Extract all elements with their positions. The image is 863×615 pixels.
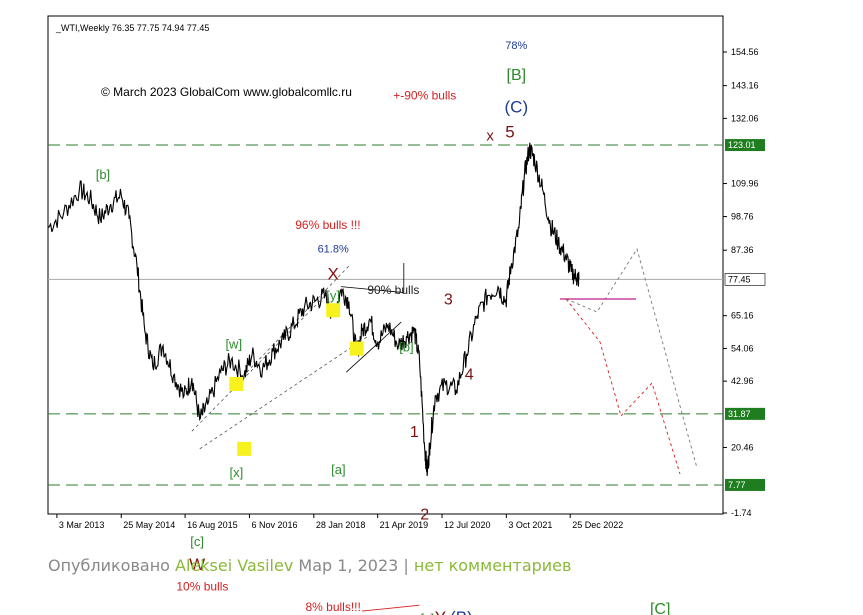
triangle-top-line: [340, 286, 404, 293]
post-caption: Опубликовано Aleksei Vasilev Мар 1, 2023…: [48, 556, 571, 575]
yellow-markers: [229, 303, 364, 456]
wave-label: [y]: [326, 288, 340, 303]
wave-label: x: [486, 128, 494, 145]
wave-label: W: [189, 555, 205, 574]
y-tick-label: 154.56: [731, 47, 759, 57]
y-tick-label: 42.96: [731, 376, 754, 386]
wave-label: Y: [435, 608, 446, 615]
caption-date: Мар 1, 2023 |: [293, 556, 414, 575]
wave-label: 96% bulls !!!: [295, 218, 360, 232]
current-price-label: 77.45: [728, 274, 751, 284]
horizontal-levels: [48, 144, 723, 486]
level-label-box: [725, 139, 765, 152]
x-tick-label: 12 Jul 2020: [444, 520, 491, 530]
price-label-box: [724, 273, 766, 286]
wave-label: [b]: [96, 167, 110, 182]
author-link[interactable]: Aleksei Vasilev: [175, 556, 294, 575]
channel-upper-line: [191, 295, 326, 432]
yellow-marker: [349, 341, 364, 356]
plot-frame: [47, 15, 724, 515]
level-label: 7.77: [728, 480, 746, 490]
x-tick-label: 3 Mar 2013: [59, 520, 105, 530]
wave-label: [b]: [399, 340, 413, 355]
wave-label: 4: [465, 367, 474, 384]
y-tick-label: 20.46: [731, 443, 754, 453]
wave-label: 8% bulls!!!: [305, 600, 360, 614]
wave-label: 5: [505, 123, 514, 142]
wave-label: 90% bulls: [367, 283, 419, 297]
y-axis-ticks: 154.56 143.16 132.06 109.96 98.76 87.36 65.16 5…: [723, 47, 766, 518]
projection-red: [565, 298, 681, 475]
x-tick-label: 25 Dec 2022: [572, 520, 623, 530]
wave-label: (C): [505, 98, 529, 117]
y-tick-label: 109.96: [731, 179, 759, 189]
caption-prefix: Опубликовано: [48, 556, 176, 575]
wave-label: 3: [444, 291, 453, 308]
wave-label: (B): [450, 608, 473, 615]
yellow-marker: [237, 441, 252, 456]
wave-annotations: [b] 78% [B] +-90% bulls (C) x 5 96% bulls !!! 61…: [96, 40, 671, 615]
y-tick-label: 132.06: [731, 113, 759, 123]
x-tick-label: 25 May 2014: [123, 520, 175, 530]
wave-label: X: [328, 264, 339, 283]
wave-label: [c]: [420, 611, 434, 615]
y-tick-label: 54.06: [731, 343, 754, 353]
wave-label: [w]: [225, 337, 242, 352]
x-tick-label: 28 Jan 2018: [316, 520, 366, 530]
y-tick-label: 143.16: [731, 81, 759, 91]
x-tick-label: 21 Apr 2019: [380, 520, 429, 530]
wave-label: [B]: [507, 67, 527, 84]
x-tick-label: 6 Nov 2016: [251, 520, 297, 530]
wave-label: 78%: [505, 40, 527, 52]
copyright-text: © March 2023 GlobalCom www.globalcomllc.…: [101, 85, 352, 99]
x-tick-label: 16 Aug 2015: [187, 520, 238, 530]
bulls-pointer-line: [361, 604, 420, 612]
wave-label: [C]: [650, 601, 670, 615]
yellow-marker: [229, 376, 244, 391]
wave-label: [a]: [331, 462, 345, 477]
wave-label: [x]: [230, 465, 244, 480]
wave-label: +-90% bulls: [393, 88, 456, 102]
wave-label: [c]: [190, 534, 204, 549]
wave-label: 2: [420, 507, 429, 524]
y-tick-label: 87.36: [731, 245, 754, 255]
comments-link[interactable]: нет комментариев: [413, 556, 572, 575]
level-label-box: [725, 478, 765, 491]
yellow-marker: [326, 303, 341, 318]
level-label: 123.01: [728, 140, 756, 150]
x-axis-ticks: 3 Mar 2013 25 May 2014 16 Aug 2015 6 Nov 20…: [56, 514, 623, 530]
y-tick-label: 98.76: [731, 212, 754, 222]
chart-header: _WTI,Weekly 76.35 77.75 74.94 77.45: [55, 23, 209, 33]
wave-label: 10% bulls: [176, 579, 228, 593]
x-tick-label: 3 Oct 2021: [508, 520, 552, 530]
level-label-box: [725, 407, 765, 420]
wave-label: 1: [410, 424, 419, 441]
wave-label: 61.8%: [318, 244, 349, 256]
y-tick-label: 65.16: [731, 311, 754, 321]
level-label: 31.87: [728, 409, 751, 419]
y-tick-label: -1.74: [731, 508, 752, 518]
